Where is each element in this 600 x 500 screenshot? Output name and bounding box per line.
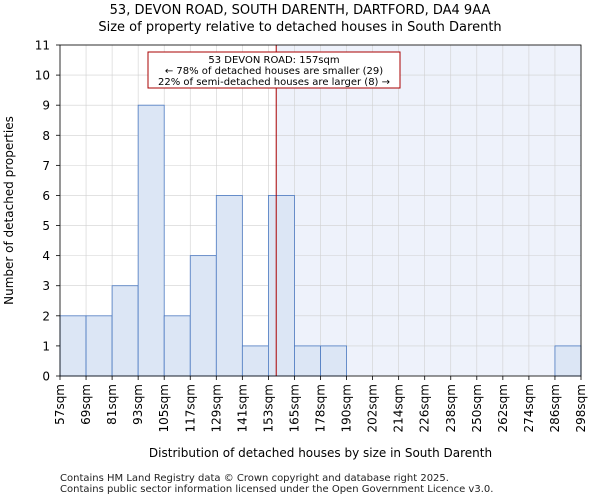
footer-copyright: Contains HM Land Registry data © Crown c… [60, 473, 449, 484]
highlight-region [276, 45, 581, 376]
y-tick-label: 11 [35, 39, 50, 53]
bar-286sqm [554, 345, 582, 377]
x-tick-label: 117sqm [183, 384, 197, 432]
x-tick-label: 57sqm [53, 384, 67, 425]
y-tick-label: 4 [42, 249, 50, 263]
x-tick-label: 178sqm [314, 384, 328, 432]
annotation-border [147, 51, 401, 89]
bar-141sqm [241, 345, 269, 377]
chart-subtitle: Size of property relative to detached ho… [98, 20, 502, 35]
x-tick-label: 226sqm [418, 384, 432, 432]
x-tick-label: 262sqm [496, 384, 510, 432]
chart-title: 53, DEVON ROAD, SOUTH DARENTH, DARTFORD,… [109, 3, 491, 18]
x-tick-label: 141sqm [235, 384, 249, 432]
annotation-box: 53 DEVON ROAD: 157sqm ← 78% of detached … [147, 51, 401, 89]
x-axis-ticks: 57sqm 69sqm 81sqm 93sqm 105sqm 117sqm 129sqm 14… [53, 376, 588, 432]
bar-117sqm [189, 255, 217, 377]
y-tick-label: 8 [42, 129, 50, 143]
x-tick-label: 105sqm [157, 384, 171, 432]
x-tick-label: 153sqm [261, 384, 275, 432]
x-tick-label: 129sqm [209, 384, 223, 432]
bar-165sqm [294, 345, 321, 377]
bar-93sqm [137, 104, 165, 377]
annotation-line-2: ← 78% of detached houses are smaller (29… [165, 66, 383, 77]
annotation-line-1: 53 DEVON ROAD: 157sqm [208, 55, 339, 66]
x-tick-label: 190sqm [340, 384, 354, 432]
x-tick-label: 250sqm [470, 384, 484, 432]
x-tick-label: 274sqm [522, 384, 536, 432]
footer-licence: Contains public sector information licen… [60, 484, 494, 495]
y-tick-label: 5 [42, 219, 50, 233]
annotation-line-3: 22% of semi-detached houses are larger (… [158, 77, 390, 88]
y-axis-label: Number of detached properties [2, 116, 16, 305]
x-tick-label: 214sqm [392, 384, 406, 432]
bar-178sqm [320, 345, 347, 377]
bar-105sqm [163, 315, 191, 377]
y-tick-label: 0 [42, 370, 50, 384]
bar-81sqm [111, 285, 139, 377]
y-tick-label: 7 [42, 159, 50, 173]
bar-57sqm [59, 315, 87, 377]
x-tick-label: 298sqm [574, 384, 588, 432]
y-tick-label: 1 [42, 339, 50, 353]
y-tick-label: 10 [35, 69, 50, 83]
y-axis-ticks: 0 1 2 3 4 5 6 7 8 9 10 11 [35, 39, 60, 384]
y-tick-label: 2 [42, 309, 50, 323]
x-axis-label: Distribution of detached houses by size … [149, 446, 492, 460]
y-tick-label: 3 [42, 279, 50, 293]
x-tick-label: 286sqm [548, 384, 562, 432]
x-tick-label: 69sqm [79, 384, 93, 425]
x-tick-label: 165sqm [287, 384, 301, 432]
x-tick-label: 202sqm [366, 384, 380, 432]
bar-69sqm [85, 315, 113, 377]
bars [59, 104, 582, 377]
y-tick-label: 6 [42, 189, 50, 203]
x-tick-label: 93sqm [131, 384, 145, 425]
bar-153sqm [267, 195, 295, 377]
x-tick-label: 238sqm [444, 384, 458, 432]
bar-129sqm [215, 195, 243, 377]
y-tick-label: 9 [42, 99, 50, 113]
x-tick-label: 81sqm [105, 384, 119, 425]
